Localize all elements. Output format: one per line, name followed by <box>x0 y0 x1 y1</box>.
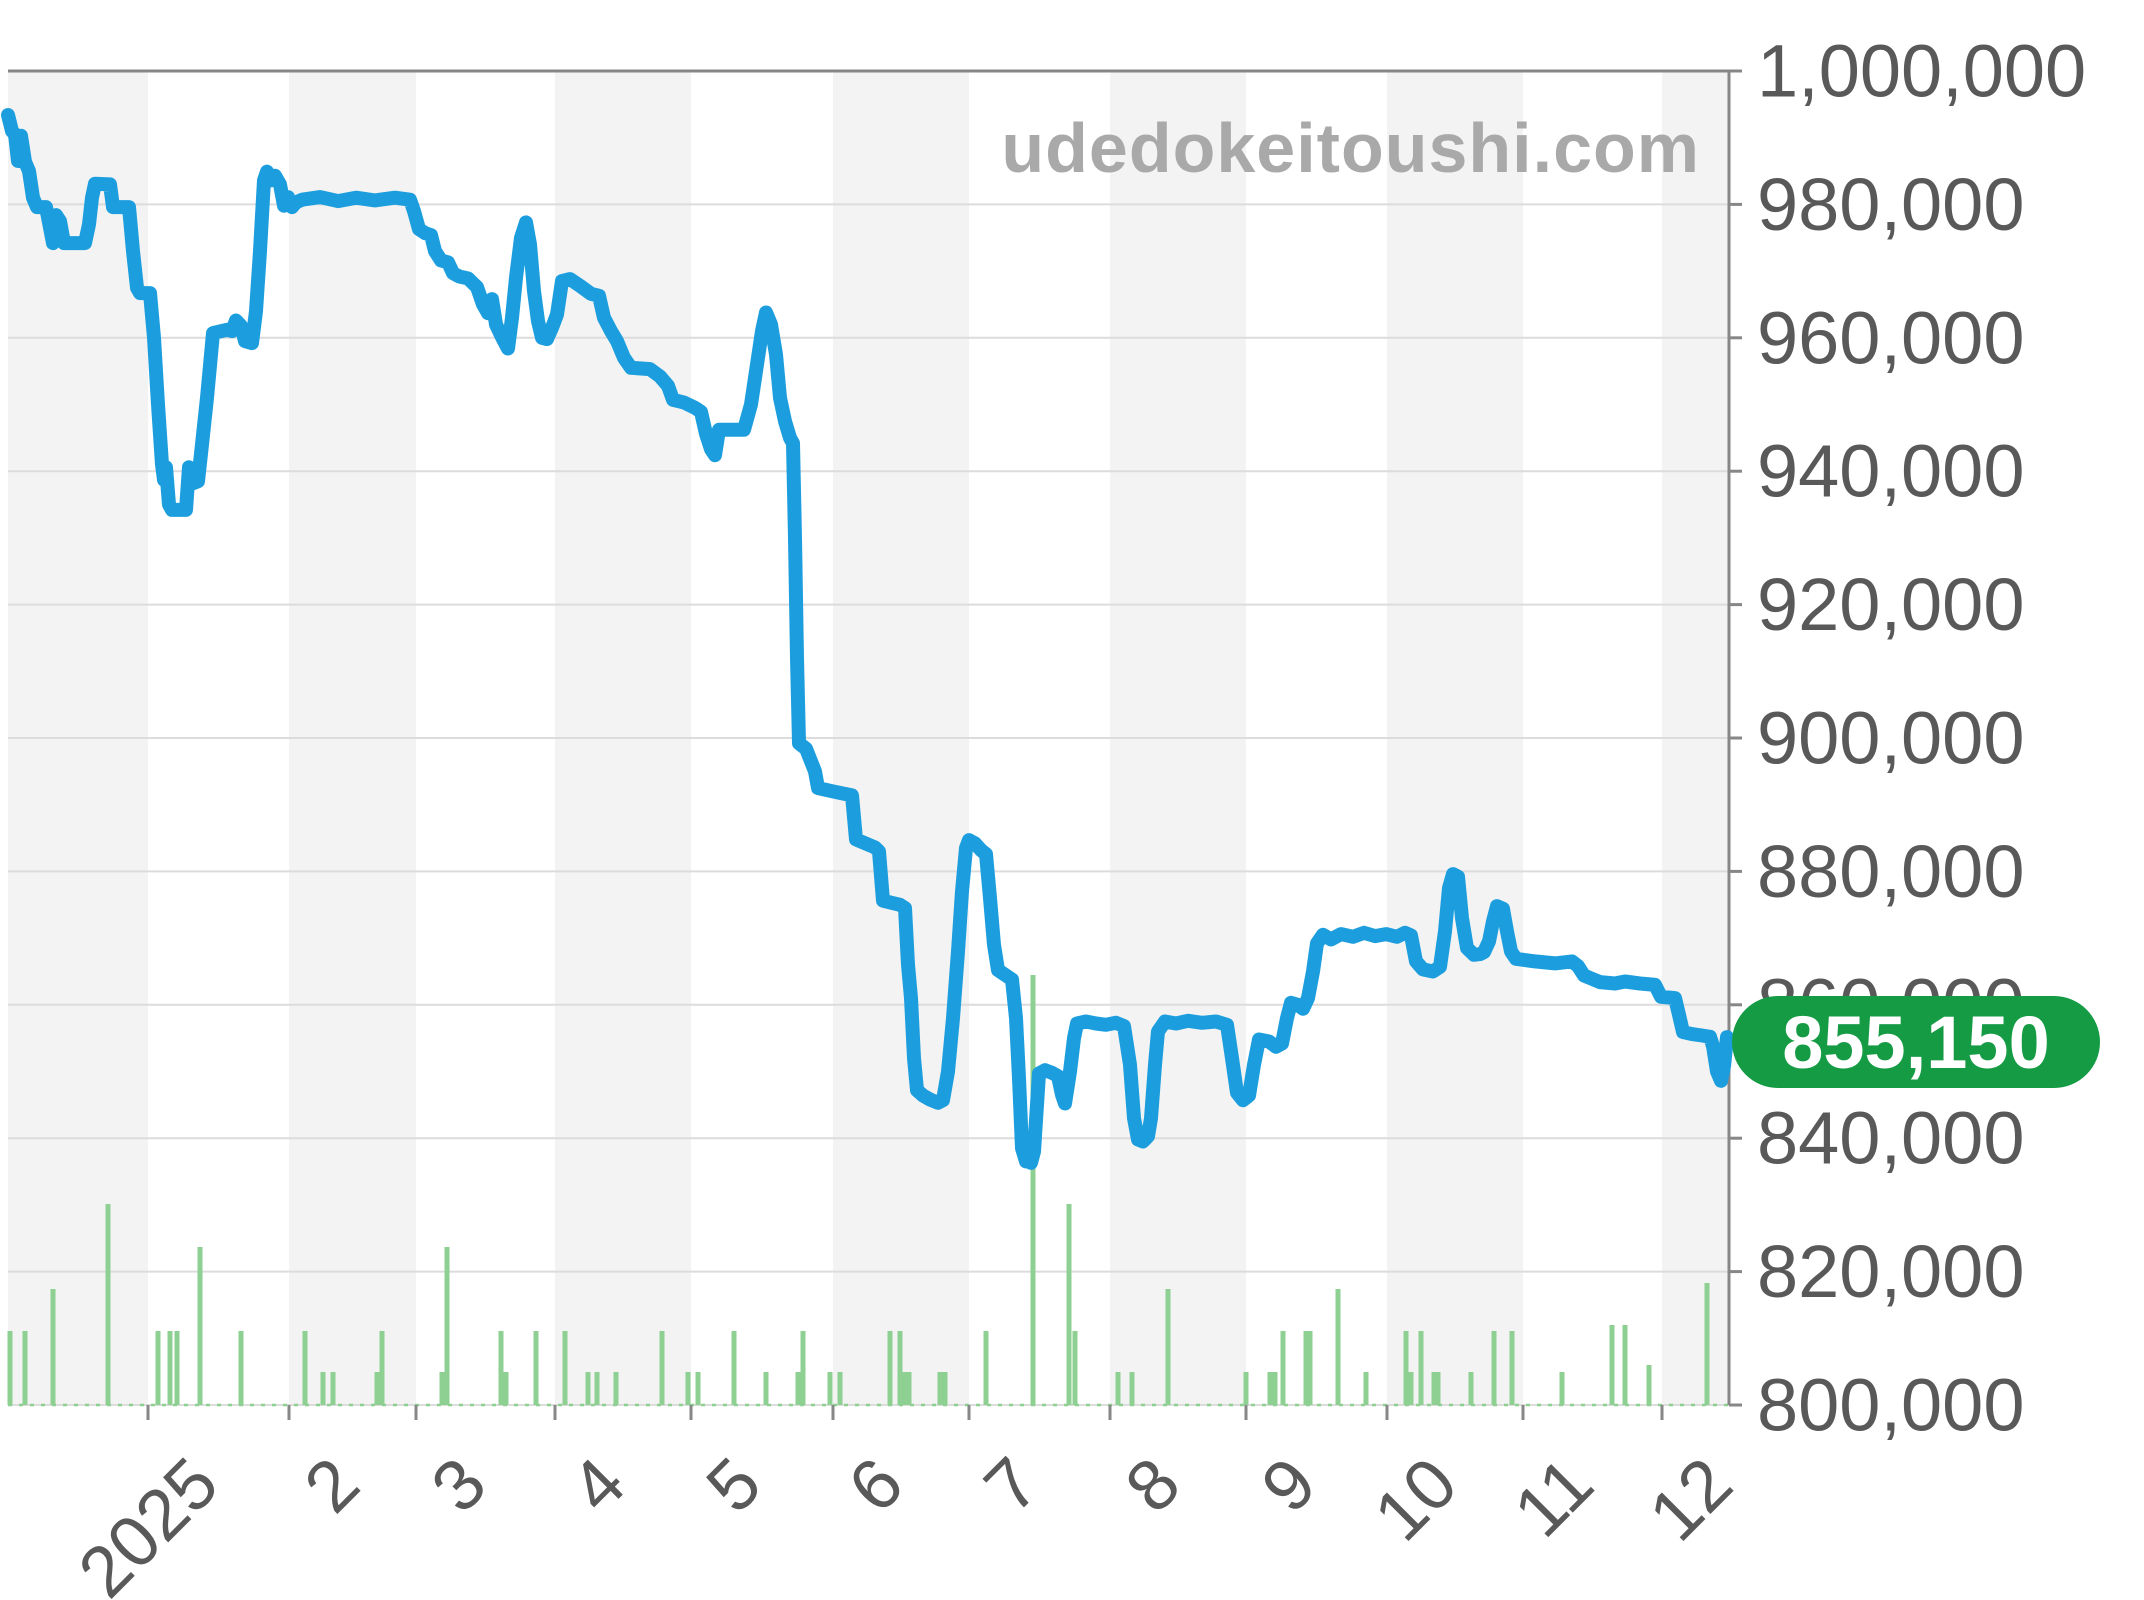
x-axis-label: 12 <box>1634 1443 1747 1556</box>
volume-bar <box>937 1372 943 1405</box>
volume-bar <box>613 1372 619 1405</box>
volume-bar <box>562 1331 568 1405</box>
x-axis-label: 2 <box>290 1443 375 1528</box>
y-axis-label: 900,000 <box>1757 697 2025 780</box>
volume-bar <box>795 1372 801 1405</box>
volume-bar <box>1303 1331 1309 1405</box>
volume-bar <box>1509 1331 1515 1405</box>
volume-bar <box>1704 1283 1710 1405</box>
volume-bar <box>1030 975 1036 1405</box>
volume-bar <box>1272 1372 1278 1405</box>
y-axis-label: 820,000 <box>1757 1230 2025 1313</box>
volume-bar <box>897 1331 903 1405</box>
volume-bar <box>887 1331 893 1405</box>
y-axis-label: 880,000 <box>1757 830 2025 913</box>
x-axis-label: 8 <box>1111 1443 1196 1528</box>
y-axis-label: 800,000 <box>1757 1364 2025 1447</box>
y-axis-label: 1,000,000 <box>1757 30 2086 113</box>
volume-bar <box>320 1372 326 1405</box>
x-axis-label: 7 <box>970 1443 1055 1528</box>
volume-bar <box>533 1331 539 1405</box>
x-axis-label: 11 <box>1499 1443 1608 1552</box>
x-axis-label: 10 <box>1359 1443 1472 1556</box>
x-axis-label: 2025 <box>64 1443 234 1600</box>
volume-bar <box>379 1331 385 1405</box>
y-axis-label: 980,000 <box>1757 163 2025 246</box>
volume-bar <box>1622 1325 1628 1405</box>
price-line <box>1 108 1734 1170</box>
volume-bar <box>50 1289 56 1405</box>
y-axis-label: 840,000 <box>1757 1097 2025 1180</box>
volume-bar <box>763 1372 769 1405</box>
volume-bar <box>585 1372 591 1405</box>
volume-bar <box>1491 1331 1497 1405</box>
volume-bar <box>902 1372 908 1405</box>
volume-bar <box>695 1372 701 1405</box>
volume-bar <box>302 1331 308 1405</box>
volume-bar <box>1307 1331 1313 1405</box>
volume-bar <box>1335 1289 1341 1405</box>
volume-bar <box>330 1372 336 1405</box>
volume-bar <box>105 1204 111 1405</box>
volume-bar <box>498 1331 504 1405</box>
volume-bar <box>827 1372 833 1405</box>
volume-bar <box>1418 1331 1424 1405</box>
volume-bar <box>439 1372 445 1405</box>
x-axis-label: 3 <box>417 1443 502 1528</box>
volume-bar <box>197 1247 203 1405</box>
volume-bar <box>1408 1372 1414 1405</box>
volume-bar <box>1431 1372 1437 1405</box>
current-price-badge: 855,150 <box>1732 996 2100 1088</box>
volume-bar <box>1468 1372 1474 1405</box>
volume-bar <box>1115 1372 1121 1405</box>
volume-bar <box>983 1331 989 1405</box>
volume-bar <box>1267 1372 1273 1405</box>
x-axis-label: 5 <box>692 1443 777 1528</box>
volume-bar <box>238 1331 244 1405</box>
volume-bar <box>1072 1331 1078 1405</box>
x-axis-label: 9 <box>1247 1443 1332 1528</box>
volume-bar <box>1165 1289 1171 1405</box>
volume-bar <box>22 1331 28 1405</box>
volume-bar <box>503 1372 509 1405</box>
y-axis-label: 960,000 <box>1757 296 2025 379</box>
volume-bar <box>444 1247 450 1405</box>
volume-bar <box>1363 1372 1369 1405</box>
volume-bar <box>1609 1325 1615 1405</box>
y-axis-label: 920,000 <box>1757 563 2025 646</box>
volume-bar <box>1129 1372 1135 1405</box>
volume-bar <box>659 1331 665 1405</box>
volume-bar <box>7 1331 13 1405</box>
volume-bar <box>1559 1372 1565 1405</box>
volume-bar <box>167 1331 173 1405</box>
volume-bar <box>155 1331 161 1405</box>
y-axis-label: 940,000 <box>1757 430 2025 513</box>
volume-bar <box>800 1331 806 1405</box>
volume-bar <box>1066 1204 1072 1405</box>
x-axis-label: 4 <box>556 1443 641 1528</box>
volume-bar <box>837 1372 843 1405</box>
x-axis-label: 6 <box>834 1443 919 1528</box>
volume-bar <box>1280 1331 1286 1405</box>
volume-bar <box>374 1372 380 1405</box>
volume-bar <box>731 1331 737 1405</box>
volume-bar <box>1243 1372 1249 1405</box>
volume-bar <box>942 1372 948 1405</box>
volume-bar <box>1646 1365 1652 1405</box>
volume-bar <box>594 1372 600 1405</box>
volume-bar <box>906 1372 912 1405</box>
volume-bar <box>1435 1372 1441 1405</box>
volume-bar <box>174 1331 180 1405</box>
volume-bar <box>685 1372 691 1405</box>
volume-bar <box>1403 1331 1409 1405</box>
